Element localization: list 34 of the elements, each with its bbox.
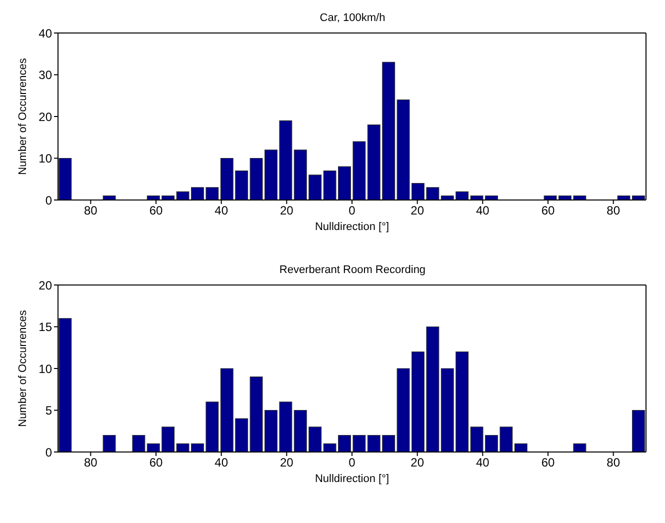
- x-tick-label: 60: [541, 456, 555, 470]
- x-tick-label: 0: [348, 204, 356, 218]
- y-tick-label: 20: [38, 110, 52, 124]
- x-axis-title: Nulldirection [°]: [314, 221, 390, 233]
- y-tick-label: 20: [38, 278, 52, 292]
- x-tick-label: 60: [149, 204, 163, 218]
- y-tick-label: 40: [38, 26, 52, 40]
- y-tick-label: 10: [38, 152, 52, 166]
- x-tick-label: 40: [476, 456, 490, 470]
- y-axis-title: Number of Occurrences: [16, 310, 29, 427]
- x-tick-label: 0: [348, 456, 356, 470]
- x-tick-label: 20: [410, 456, 424, 470]
- x-tick-label: 80: [84, 204, 98, 218]
- x-tick-label: 40: [476, 204, 490, 218]
- y-tick-label: 15: [38, 320, 52, 334]
- y-tick-label: 0: [45, 193, 52, 208]
- x-tick-label: 60: [149, 456, 163, 470]
- x-tick-label: 20: [280, 204, 294, 218]
- x-tick-label: 60: [541, 204, 555, 218]
- x-tick-label: 40: [214, 204, 228, 218]
- y-axis-title: Number of Occurrences: [16, 58, 29, 175]
- x-tick-label: 80: [84, 456, 98, 470]
- y-tick-label: 30: [38, 68, 52, 82]
- x-tick-label: 80: [606, 456, 620, 470]
- x-tick-label: 40: [214, 456, 228, 470]
- y-tick-label: 5: [45, 404, 52, 418]
- y-tick-label: 0: [45, 445, 52, 460]
- chart-title: Car, 100km/h: [318, 12, 386, 24]
- chart-title: Reverberant Room Recording: [278, 264, 427, 276]
- x-tick-label: 20: [410, 204, 424, 218]
- x-axis-title: Nulldirection [°]: [314, 473, 390, 485]
- y-tick-label: 10: [38, 362, 52, 376]
- x-tick-label: 20: [280, 456, 294, 470]
- x-tick-label: 80: [606, 204, 620, 218]
